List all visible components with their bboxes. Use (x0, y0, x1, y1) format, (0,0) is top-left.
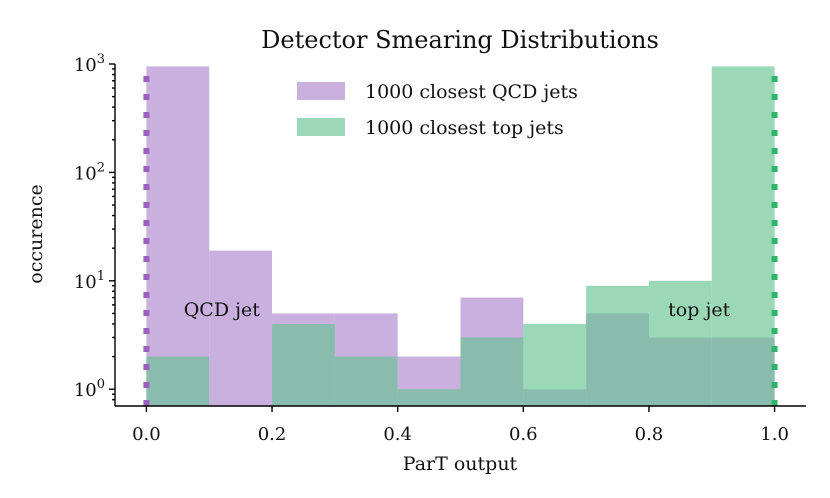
bar-series1-bin5 (460, 337, 524, 406)
bar-series1-bin2 (272, 323, 335, 406)
x-tick-label-2: 0.4 (383, 424, 412, 445)
bar-series0-bin0 (146, 66, 210, 406)
annotation-0: QCD jet (184, 299, 261, 321)
bar-series1-bin3 (334, 356, 398, 406)
x-tick-label-1: 0.2 (258, 424, 287, 445)
annotations: QCD jet top jet (184, 299, 731, 321)
x-tick-label-0: 0.0 (132, 424, 161, 445)
histogram-bars (146, 66, 775, 406)
bar-series1-bin4 (397, 389, 461, 406)
bar-series1-bin6 (523, 323, 587, 406)
threshold-lines (143, 76, 778, 406)
x-axis-label: ParT output (403, 453, 518, 475)
annotation-1: top jet (668, 299, 730, 321)
legend-label-1: 1000 closest top jets (365, 117, 564, 139)
y-tick-label-1: 101 (74, 269, 105, 293)
legend-label-0: 1000 closest QCD jets (365, 81, 578, 103)
chart-title: Detector Smearing Distributions (261, 26, 659, 54)
y-tick-label-0: 100 (74, 377, 105, 401)
x-tick-label-4: 0.8 (635, 424, 664, 445)
legend-swatch-1 (297, 118, 345, 136)
bar-series1-bin9 (711, 66, 775, 406)
y-axis-label: occurence (25, 184, 47, 283)
legend: 1000 closest QCD jets 1000 closest top je… (297, 81, 578, 139)
bar-series1-bin8 (648, 280, 712, 406)
legend-swatch-0 (297, 82, 345, 100)
axis-ticks: 0.0 0.2 0.4 0.6 0.8 1.0 100 101 102 103 (74, 52, 789, 445)
y-tick-label-2: 102 (74, 160, 105, 184)
bar-series1-bin7 (586, 285, 649, 406)
bar-series0-bin1 (209, 250, 273, 406)
x-tick-label-3: 0.6 (509, 424, 538, 445)
y-tick-label-3: 103 (74, 52, 105, 76)
x-tick-label-5: 1.0 (760, 424, 789, 445)
bar-series1-bin0 (146, 356, 210, 406)
